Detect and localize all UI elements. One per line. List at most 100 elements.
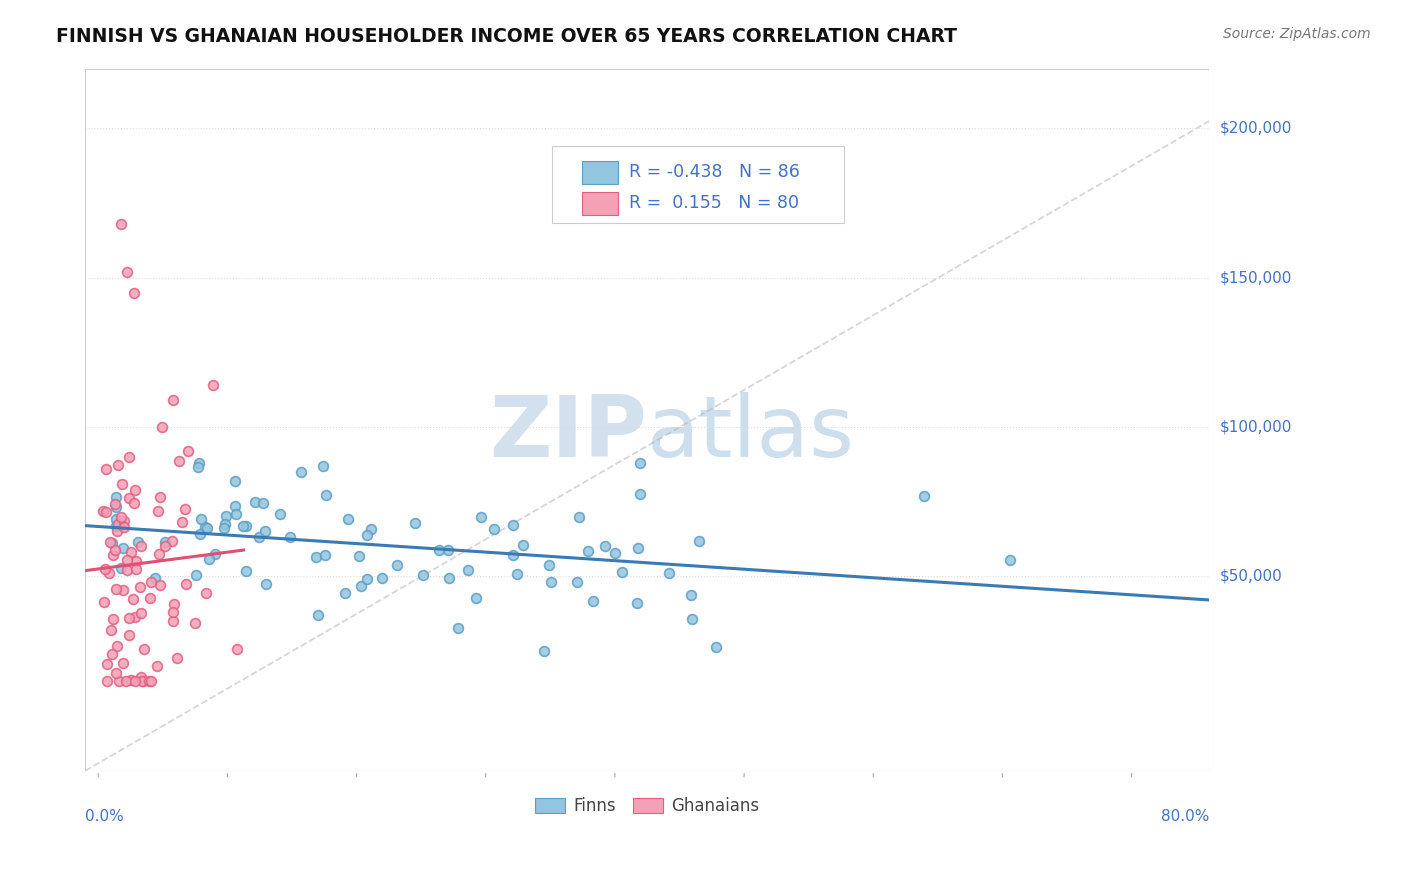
Text: R = -0.438   N = 86: R = -0.438 N = 86 <box>630 163 800 181</box>
Point <box>252 496 274 510</box>
Point <box>627 541 650 556</box>
Point <box>314 549 336 563</box>
Text: 80.0%: 80.0% <box>1161 809 1209 824</box>
Point <box>183 615 205 630</box>
Point <box>162 605 184 619</box>
Point <box>118 611 141 625</box>
Point <box>197 551 219 566</box>
Point <box>129 670 152 684</box>
Text: 0.0%: 0.0% <box>86 809 124 824</box>
Point <box>146 503 169 517</box>
FancyBboxPatch shape <box>582 161 619 184</box>
Point <box>104 500 127 514</box>
Point <box>110 510 132 524</box>
Point <box>464 591 486 606</box>
Point <box>94 561 117 575</box>
Point <box>502 548 524 562</box>
Point <box>129 606 152 620</box>
Point <box>269 507 291 521</box>
Point <box>112 520 135 534</box>
Point <box>105 524 128 539</box>
Point <box>131 674 153 689</box>
Point <box>101 612 124 626</box>
Point <box>107 458 129 472</box>
Point <box>360 522 382 536</box>
Point <box>315 488 337 502</box>
Point <box>110 517 132 532</box>
Point <box>502 518 524 533</box>
Point <box>290 465 312 479</box>
Point <box>166 651 188 665</box>
Point <box>224 474 246 488</box>
Point <box>224 499 246 513</box>
Point <box>118 628 141 642</box>
Point <box>204 547 226 561</box>
Point <box>131 674 153 689</box>
Point <box>505 566 527 581</box>
Point <box>101 647 124 661</box>
Point <box>115 265 138 279</box>
Point <box>143 571 166 585</box>
Point <box>482 521 505 535</box>
Text: $50,000: $50,000 <box>1220 569 1282 584</box>
Point <box>112 541 135 556</box>
Point <box>127 535 149 549</box>
Text: R =  0.155   N = 80: R = 0.155 N = 80 <box>630 194 799 212</box>
Point <box>194 520 217 534</box>
Point <box>111 583 134 598</box>
Point <box>626 596 648 610</box>
Point <box>184 567 207 582</box>
Point <box>679 588 702 602</box>
Point <box>404 516 426 530</box>
Point <box>349 549 371 563</box>
Point <box>104 519 127 533</box>
Point <box>173 501 195 516</box>
Point <box>115 674 138 689</box>
Point <box>912 489 935 503</box>
Point <box>124 610 146 624</box>
Point <box>107 516 129 531</box>
Point <box>96 504 118 518</box>
Point <box>195 521 218 535</box>
Point <box>101 536 124 550</box>
Point <box>96 657 118 671</box>
Point <box>145 659 167 673</box>
Point <box>427 543 450 558</box>
Point <box>124 674 146 689</box>
Text: Source: ZipAtlas.com: Source: ZipAtlas.com <box>1223 27 1371 41</box>
Point <box>235 519 257 533</box>
Point <box>333 586 356 600</box>
Point <box>150 420 173 434</box>
Point <box>138 674 160 689</box>
Point <box>125 562 148 576</box>
Point <box>120 545 142 559</box>
Point <box>533 644 555 658</box>
Point <box>176 576 198 591</box>
FancyBboxPatch shape <box>551 145 844 223</box>
Point <box>612 566 634 580</box>
Point <box>125 554 148 568</box>
Point <box>104 665 127 680</box>
Point <box>565 574 588 589</box>
Point <box>214 517 236 532</box>
Point <box>115 553 138 567</box>
Point <box>190 512 212 526</box>
Point <box>105 490 128 504</box>
Text: FINNISH VS GHANAIAN HOUSEHOLDER INCOME OVER 65 YEARS CORRELATION CHART: FINNISH VS GHANAIAN HOUSEHOLDER INCOME O… <box>56 27 957 45</box>
Point <box>658 566 681 580</box>
Point <box>350 579 373 593</box>
Point <box>122 592 145 607</box>
Point <box>568 509 591 524</box>
Point <box>188 527 211 541</box>
Point <box>110 561 132 575</box>
Point <box>371 571 394 585</box>
Point <box>105 639 128 653</box>
Point <box>254 524 277 538</box>
Point <box>688 533 710 548</box>
Point <box>576 543 599 558</box>
Point <box>214 508 236 523</box>
Point <box>305 550 328 565</box>
Point <box>307 608 329 623</box>
Point <box>149 490 172 504</box>
Point <box>110 217 132 231</box>
